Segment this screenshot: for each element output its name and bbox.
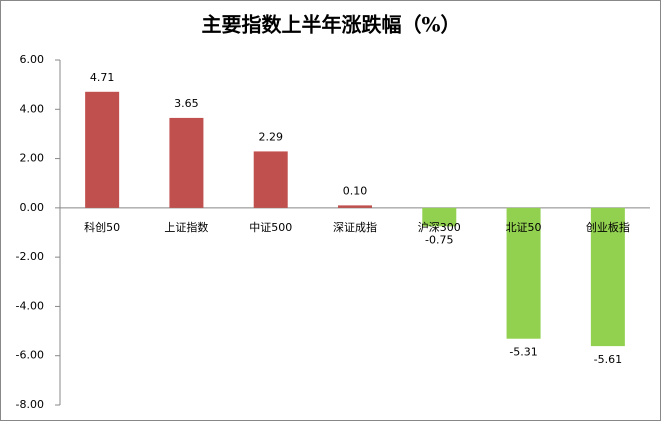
data-label: -0.75 — [425, 233, 453, 246]
bar — [590, 207, 625, 347]
y-tick-label: 4.00 — [20, 102, 45, 115]
x-tick-label: 中证500 — [249, 221, 292, 234]
y-tick-label: -6.00 — [16, 349, 44, 362]
bar — [85, 91, 120, 208]
y-tick-label: 2.00 — [20, 152, 45, 165]
chart-title: 主要指数上半年涨跌幅（%） — [201, 13, 460, 37]
x-tick-label: 上证指数 — [164, 220, 208, 234]
data-label: -5.31 — [509, 346, 537, 359]
bar — [506, 207, 541, 339]
x-tick-label: 科创50 — [84, 220, 120, 234]
bar — [253, 151, 288, 208]
bar — [338, 205, 372, 208]
bar — [422, 207, 457, 227]
data-label: 2.29 — [258, 130, 283, 143]
y-tick-label: 0.00 — [20, 201, 45, 214]
data-label: 3.65 — [174, 97, 199, 110]
x-tick-label: 沪深300 — [418, 220, 461, 234]
bar — [169, 117, 204, 208]
y-tick-label: -8.00 — [16, 398, 44, 411]
y-tick-label: 6.00 — [20, 53, 45, 66]
data-label: 0.10 — [343, 184, 368, 197]
x-tick-label: 创业板指 — [586, 220, 630, 234]
data-label: 4.71 — [90, 71, 115, 84]
y-tick-label: -2.00 — [16, 250, 44, 263]
data-label: -5.61 — [594, 353, 622, 366]
y-tick-label: -4.00 — [16, 299, 44, 312]
x-tick-label: 北证50 — [506, 221, 542, 234]
x-tick-label: 深证成指 — [333, 220, 377, 234]
